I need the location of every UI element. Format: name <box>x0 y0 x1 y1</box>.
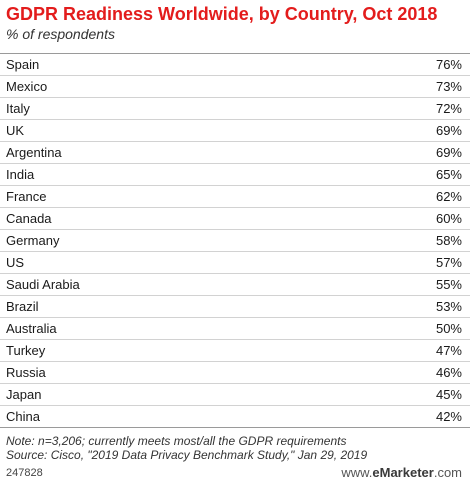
country-label: Spain <box>6 57 40 72</box>
country-label: Russia <box>6 365 46 380</box>
chart-id: 247828 <box>6 467 43 479</box>
country-label: Mexico <box>6 79 48 94</box>
value-label: 47% <box>435 343 462 358</box>
value-label: 46% <box>435 365 462 380</box>
table-row: Italy 72% <box>0 98 470 120</box>
brand-prefix: www. <box>341 465 373 480</box>
value-label: 57% <box>435 255 462 270</box>
value-label: 73% <box>435 79 462 94</box>
country-label: France <box>6 189 47 204</box>
brand-link[interactable]: www.eMarketer.com <box>341 465 462 481</box>
country-label: Turkey <box>6 343 46 358</box>
source-line: Source: Cisco, "2019 Data Privacy Benchm… <box>6 448 368 462</box>
country-label: China <box>6 409 40 424</box>
value-label: 50% <box>435 321 462 336</box>
table-row: Mexico 73% <box>0 76 470 98</box>
brand-name: eMarketer <box>372 465 434 480</box>
country-label: Brazil <box>6 299 39 314</box>
value-label: 65% <box>435 167 462 182</box>
value-label: 72% <box>435 101 462 116</box>
value-label: 55% <box>435 277 462 292</box>
value-label: 45% <box>435 387 462 402</box>
chart-header: GDPR Readiness Worldwide, by Country, Oc… <box>6 4 466 43</box>
table-row: Germany 58% <box>0 230 470 252</box>
country-label: India <box>6 167 35 182</box>
table-row: India 65% <box>0 164 470 186</box>
value-label: 53% <box>435 299 462 314</box>
value-label: 42% <box>435 409 462 424</box>
table-row: Japan 45% <box>0 384 470 406</box>
table-row: Russia 46% <box>0 362 470 384</box>
table-row: Turkey 47% <box>0 340 470 362</box>
table-row: Canada 60% <box>0 208 470 230</box>
value-label: 60% <box>435 211 462 226</box>
table-row: China 42% <box>0 406 470 428</box>
country-label: Germany <box>6 233 60 248</box>
chart-subtitle: % of respondents <box>6 26 115 42</box>
country-label: Canada <box>6 211 52 226</box>
table-row: France 62% <box>0 186 470 208</box>
country-label: Saudi Arabia <box>6 277 80 292</box>
brand-suffix: .com <box>433 465 462 480</box>
country-label: Australia <box>6 321 57 336</box>
footnote: Note: n=3,206; currently meets most/all … <box>6 434 347 448</box>
country-label: Japan <box>6 387 42 402</box>
value-label: 69% <box>435 145 462 160</box>
table-row: Argentina 69% <box>0 142 470 164</box>
country-label: US <box>6 255 25 270</box>
table-row: Brazil 53% <box>0 296 470 318</box>
country-label: UK <box>6 123 25 138</box>
value-label: 58% <box>435 233 462 248</box>
country-label: Italy <box>6 101 30 116</box>
table-row: Australia 50% <box>0 318 470 340</box>
table-row: UK 69% <box>0 120 470 142</box>
value-label: 62% <box>435 189 462 204</box>
table-row: US 57% <box>0 252 470 274</box>
table-row: Spain 76% <box>0 54 470 76</box>
value-label: 69% <box>435 123 462 138</box>
bottom-bar: 247828 www.eMarketer.com <box>0 464 470 485</box>
chart-footer: Note: n=3,206; currently meets most/all … <box>6 434 466 462</box>
table-row: Saudi Arabia 55% <box>0 274 470 296</box>
chart-title: GDPR Readiness Worldwide, by Country, Oc… <box>6 4 438 24</box>
value-label: 76% <box>435 57 462 72</box>
data-table: Spain 76% Mexico 73% Italy 72% UK 69% Argentina 6… <box>0 53 470 428</box>
country-label: Argentina <box>6 145 62 160</box>
